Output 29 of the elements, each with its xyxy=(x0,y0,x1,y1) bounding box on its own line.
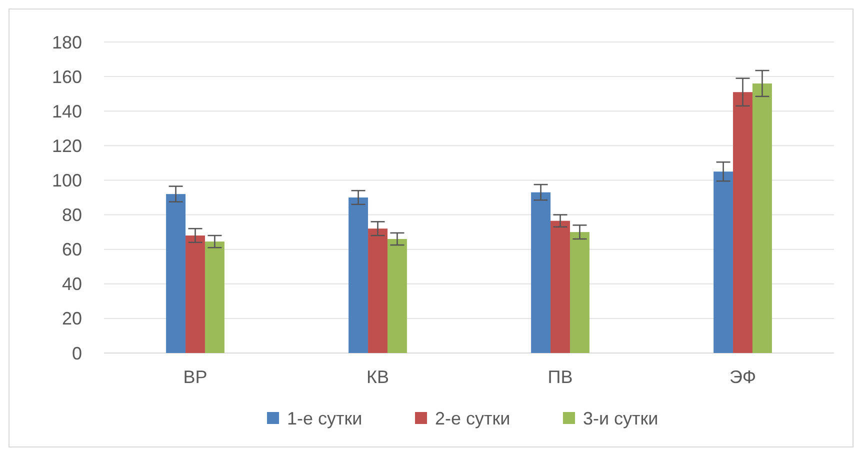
y-tick-label: 180 xyxy=(52,32,82,52)
bar xyxy=(387,238,407,353)
y-tick-label: 140 xyxy=(52,101,82,122)
y-tick-label: 160 xyxy=(52,66,82,87)
legend-label: 1-е сутки xyxy=(287,408,362,428)
y-tick-label: 100 xyxy=(52,170,82,191)
x-tick-label: КВ xyxy=(366,367,389,387)
bar xyxy=(752,83,772,353)
y-tick-label: 0 xyxy=(72,343,82,364)
y-tick-label: 40 xyxy=(62,274,82,294)
bar xyxy=(714,172,734,353)
bar xyxy=(531,192,551,353)
bar xyxy=(570,232,590,353)
bar xyxy=(166,194,186,353)
x-tick-label: ПВ xyxy=(548,367,573,387)
bar xyxy=(348,198,368,353)
y-tick-label: 80 xyxy=(62,205,82,226)
bar xyxy=(204,242,224,353)
y-tick-label: 20 xyxy=(62,308,82,329)
x-tick-label: ВР xyxy=(183,367,208,387)
bar xyxy=(186,236,205,353)
bar xyxy=(368,228,388,353)
y-tick-label: 120 xyxy=(52,136,82,156)
y-tick-label: 60 xyxy=(62,240,82,260)
bar xyxy=(550,220,570,353)
legend-label: 3-и сутки xyxy=(583,408,658,428)
bar xyxy=(733,92,752,353)
x-tick-label: ЭФ xyxy=(729,367,756,387)
legend-label: 2-е сутки xyxy=(435,408,510,428)
